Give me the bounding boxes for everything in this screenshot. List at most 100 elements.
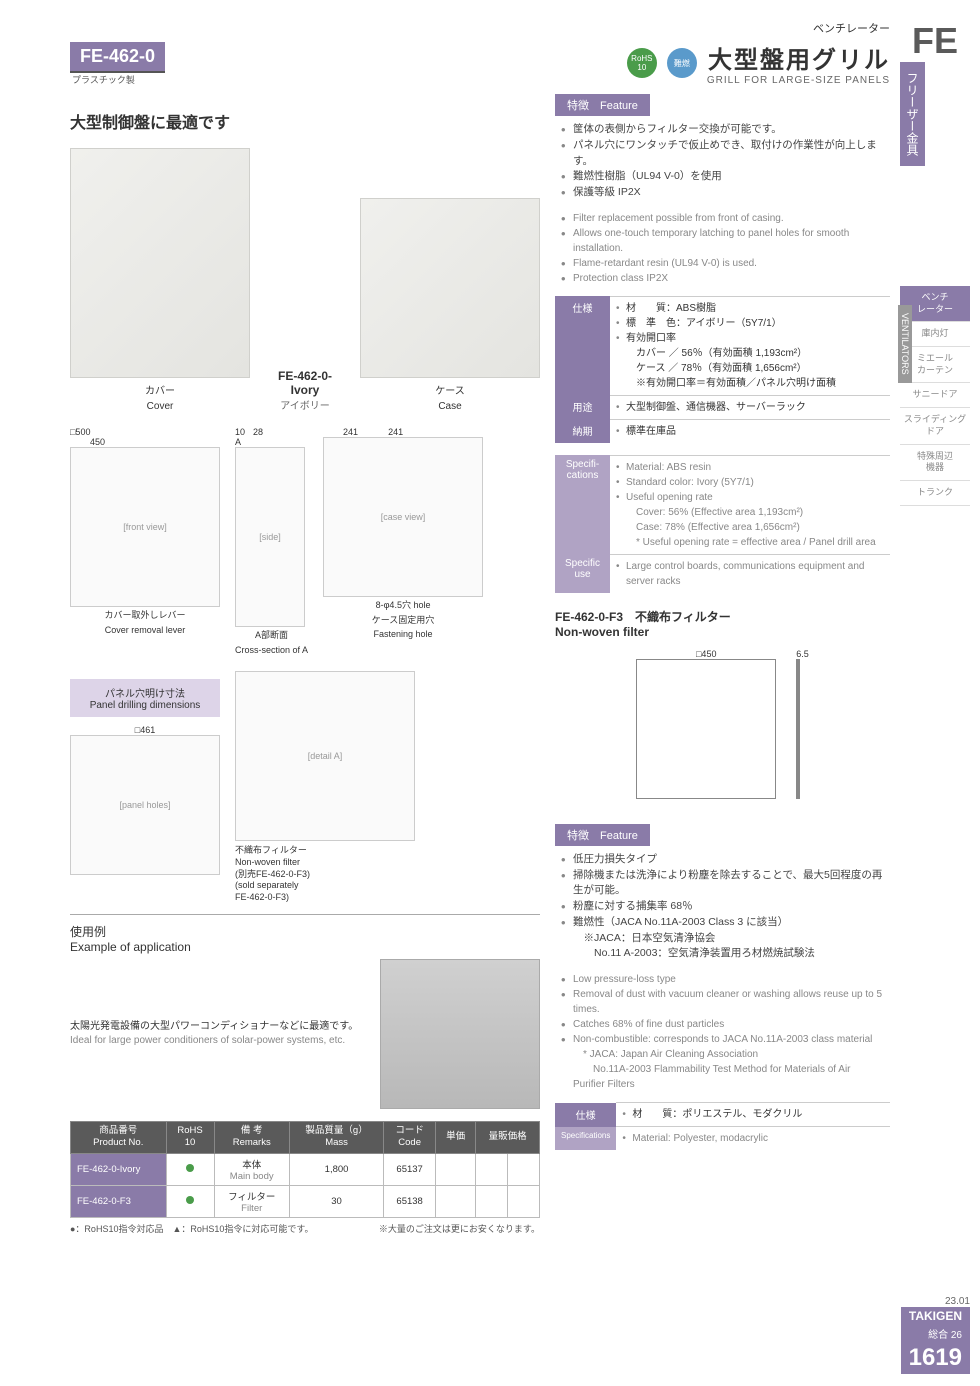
feature-item: Allows one-touch temporary latching to p… — [561, 226, 884, 256]
cell-rohs — [166, 1153, 214, 1185]
th-code: コードCode — [384, 1121, 436, 1153]
section-drawing: [side] — [235, 447, 305, 627]
cell-remarks: フィルターFilter — [214, 1185, 289, 1217]
table-note-2: ※大量のご注文は更にお安くなります。 — [379, 1222, 540, 1235]
feature-item: Flame-retardant resin (UL94 V-0) is used… — [561, 256, 884, 271]
features-list-en: Filter replacement possible from front o… — [555, 211, 890, 286]
example-text-en: Ideal for large power conditioners of so… — [70, 1034, 365, 1048]
product-title-jp: 大型盤用グリル — [707, 40, 890, 75]
category-label: ベンチレーター — [185, 20, 890, 36]
sidebar-item[interactable]: スライディング ドア — [900, 408, 970, 444]
case-dim-1: 241 — [343, 427, 358, 437]
table-row: FE-462-0-Ivory 本体Main body 1,800 65137 — [71, 1153, 540, 1185]
ventilators-tab: VENTILATORS — [898, 305, 912, 383]
flame-icon: 難燃 — [667, 48, 697, 78]
cover-photo — [70, 148, 250, 378]
section-dim-1: 10 — [235, 427, 245, 437]
cross-label-en: Cross-section of A — [235, 645, 308, 657]
product-code-badge: FE-462-0 — [70, 42, 165, 73]
filter-spec-label: 仕様 — [555, 1103, 616, 1127]
spec-label: 仕様 — [555, 296, 610, 395]
model-label: FE-462-0-Ivory — [270, 369, 340, 397]
cover-label-jp: カバー — [70, 382, 250, 397]
spec-content: Large control boards, communications equ… — [610, 554, 890, 593]
sidebar-item[interactable]: トランク — [900, 481, 970, 506]
th-bulk: 量販価格 — [476, 1121, 540, 1153]
right-sidebar: FE フリーザー金具 ベンチ レーター 庫内灯ミエール カーテンサニードアスライ… — [900, 20, 970, 506]
cell-product-no: FE-462-0-F3 — [71, 1185, 167, 1217]
th-price: 単価 — [436, 1121, 476, 1153]
spec-label: Specifi- cations — [555, 455, 610, 554]
sidebar-item[interactable]: サニードア — [900, 383, 970, 408]
features-header: 特徴 Feature — [555, 94, 650, 116]
footer-page-number: 1619 — [901, 1342, 970, 1374]
cell-mass: 30 — [289, 1185, 383, 1217]
cover-label-en: Cover — [70, 401, 250, 412]
example-text-jp: 太陽光発電設備の大型パワーコンディショナーなどに最適です。 — [70, 1020, 365, 1034]
filter-feature-header: 特徴 Feature — [555, 824, 650, 846]
table-row: FE-462-0-F3 フィルターFilter 30 65138 — [71, 1185, 540, 1217]
spec-content: 大型制御盤、通信機器、サーバーラック — [610, 395, 890, 419]
filter-section: FE-462-0-F3 不織布フィルター Non-woven filter □4… — [555, 608, 890, 1150]
panel-drawing: [panel holes] — [70, 735, 220, 875]
sidebar-category: フリーザー金具 — [900, 62, 925, 166]
feature-item: 筐体の表側からフィルター交換が可能です。 — [561, 122, 884, 138]
footer-brand: TAKIGEN — [901, 1307, 970, 1325]
cell-bulk-price — [508, 1185, 540, 1217]
feature-item: Low pressure-loss type — [561, 972, 884, 987]
feature-item: 低圧力損失タイプ — [561, 852, 884, 868]
cell-remarks: 本体Main body — [214, 1153, 289, 1185]
footer-date: 23.01 — [901, 1296, 970, 1307]
detail-drawing: [detail A] — [235, 671, 415, 841]
fasten-label-en: Fastening hole — [323, 629, 483, 641]
filter-spec-item: 材 質：ポリエステル、モダクリル — [622, 1107, 884, 1122]
sidebar-fe-code: FE — [900, 20, 970, 62]
feature-item: 掃除機または洗浄により粉塵を除去することで、最大5回程度の再生が可能。 — [561, 868, 884, 900]
features-list-jp: 筐体の表側からフィルター交換が可能です。パネル穴にワンタッチで仮止めでき、取付け… — [555, 122, 890, 201]
cell-price — [436, 1185, 476, 1217]
th-remarks: 備 考Remarks — [214, 1121, 289, 1153]
example-content: 太陽光発電設備の大型パワーコンディショナーなどに最適です。 Ideal for … — [70, 959, 540, 1109]
spec-table-jp: 仕様材 質：ABS樹脂標 準 色：アイボリー（5Y7/1）有効開口率 カバー ／… — [555, 296, 890, 443]
cell-mass: 1,800 — [289, 1153, 383, 1185]
product-images: カバー Cover FE-462-0-Ivory アイボリー ケース Case — [70, 148, 540, 412]
panel-title-jp: パネル穴明け寸法 — [80, 685, 210, 700]
panel-dim: □461 — [70, 725, 220, 735]
right-column: 特徴 Feature 筐体の表側からフィルター交換が可能です。パネル穴にワンタッ… — [555, 94, 890, 1235]
table-note-1: ●：RoHS10指令対応品 ▲：RoHS10指令に対応可能です。 — [70, 1222, 313, 1235]
cover-dim-outer: □500 — [70, 427, 220, 437]
cell-code: 65138 — [384, 1185, 436, 1217]
technical-drawings: □500 450 [front view] カバー取外しレバー Cover re… — [70, 427, 540, 656]
feature-item: Removal of dust with vacuum cleaner or w… — [561, 987, 884, 1017]
filter-dim-t: 6.5 — [796, 649, 809, 659]
feature-item: 保護等級 IP2X — [561, 185, 884, 201]
feature-item: 粉塵に対する捕集率 68％ — [561, 899, 884, 915]
sidebar-item[interactable]: 特殊周辺 機器 — [900, 445, 970, 481]
cell-price — [436, 1153, 476, 1185]
filter-title: FE-462-0-F3 不織布フィルター Non-woven filter — [555, 608, 890, 639]
feature-item: Catches 68% of fine dust particles — [561, 1017, 884, 1032]
case-drawing: [case view] — [323, 437, 483, 597]
panel-dims-header: パネル穴明け寸法 Panel drilling dimensions — [70, 679, 220, 717]
cross-label-jp: A部断面 — [235, 630, 308, 642]
model-sub: アイボリー — [270, 397, 340, 412]
case-label-jp: ケース — [360, 382, 540, 397]
spec-content: Material: ABS resinStandard color: Ivory… — [610, 455, 890, 554]
case-photo — [360, 198, 540, 378]
example-title: 使用例 Example of application — [70, 914, 540, 954]
product-material: プラスチック製 — [70, 73, 165, 86]
cover-drawing: [front view] — [70, 447, 220, 607]
feature-item: Filter replacement possible from front o… — [561, 211, 884, 226]
feature-item: Protection class IP2X — [561, 271, 884, 286]
cell-bulk-qty — [476, 1185, 508, 1217]
detail-labels: 不織布フィルター Non-woven filter (別売FE-462-0-F3… — [235, 845, 415, 903]
footer-volume: 総合 26 — [901, 1325, 970, 1342]
spec-label: Specific use — [555, 554, 610, 593]
filter-box-drawing — [636, 659, 776, 799]
panel-title-en: Panel drilling dimensions — [80, 700, 210, 711]
hole-label: 8-φ4.5穴 hole — [323, 600, 483, 612]
filter-spec-item-en: Material: Polyester, modacrylic — [622, 1131, 884, 1146]
cell-bulk-price — [508, 1153, 540, 1185]
th-rohs: RoHS 10 — [166, 1121, 214, 1153]
filter-features-jp: 低圧力損失タイプ掃除機または洗浄により粉塵を除去することで、最大5回程度の再生が… — [555, 852, 890, 962]
